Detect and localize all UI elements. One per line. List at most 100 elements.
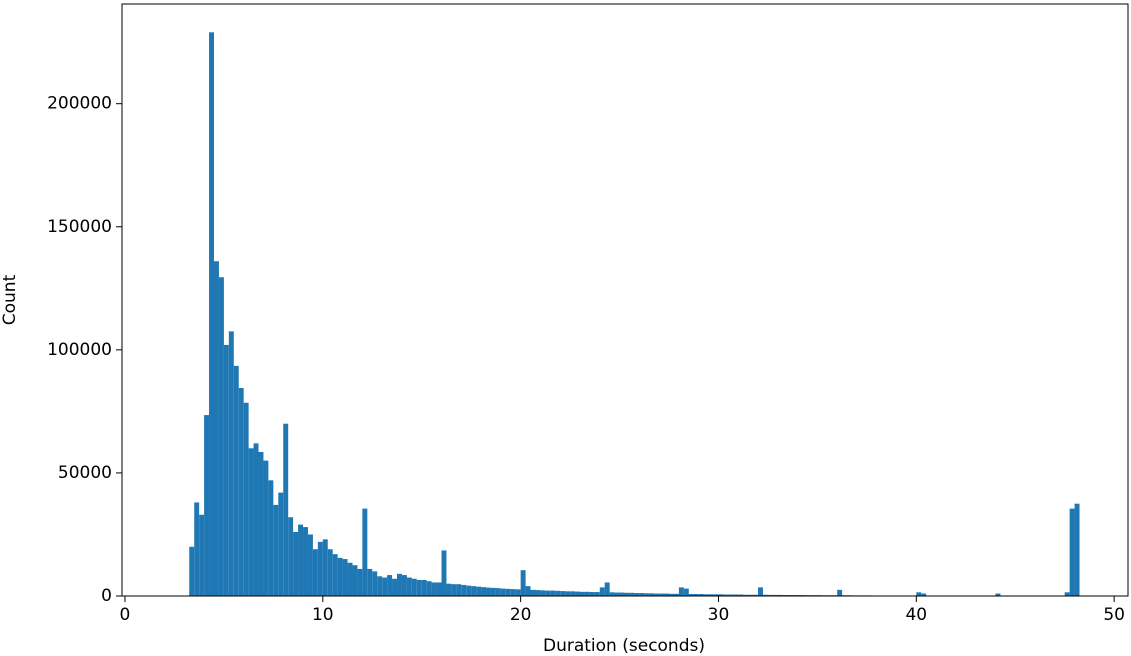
bar <box>669 593 674 596</box>
y-tick-label: 150000 <box>47 217 112 237</box>
bar <box>342 559 348 596</box>
bar <box>644 593 650 596</box>
bar <box>337 557 343 596</box>
bar <box>456 584 462 596</box>
bar <box>372 571 378 596</box>
bar <box>347 562 353 596</box>
bar <box>639 593 645 596</box>
bar <box>396 573 402 596</box>
bar <box>312 549 318 596</box>
bar <box>550 590 556 596</box>
bar <box>446 583 452 596</box>
bar <box>471 586 477 596</box>
bar <box>777 594 783 596</box>
bar <box>758 587 763 596</box>
bar <box>659 593 665 596</box>
bar <box>678 587 684 596</box>
bar <box>579 591 585 596</box>
x-tick-label: 10 <box>312 605 334 625</box>
bar <box>228 331 234 596</box>
bar <box>238 388 244 596</box>
bar <box>723 594 729 596</box>
bar <box>565 591 571 596</box>
bar <box>401 575 407 596</box>
bar <box>515 589 521 596</box>
bar <box>436 582 442 596</box>
bar <box>352 565 358 596</box>
bar <box>530 589 536 596</box>
bar <box>599 587 605 596</box>
bar <box>575 591 580 596</box>
bar <box>248 448 254 596</box>
bar <box>614 592 620 596</box>
bar <box>664 593 670 596</box>
bar <box>767 594 773 596</box>
bar <box>837 589 843 596</box>
bar <box>545 590 551 596</box>
bar <box>654 593 660 596</box>
bar <box>500 588 506 596</box>
x-tick-label: 50 <box>1103 605 1125 625</box>
bar <box>476 586 482 596</box>
y-tick-label: 100000 <box>47 340 112 360</box>
y-tick-label: 200000 <box>47 94 112 114</box>
bar <box>461 584 467 596</box>
bar <box>322 539 328 596</box>
bar <box>213 261 219 596</box>
bar <box>698 594 704 596</box>
bar <box>243 402 249 596</box>
bar <box>624 592 630 596</box>
bar <box>570 591 576 596</box>
bar <box>505 588 511 596</box>
bar <box>525 586 531 596</box>
bar <box>733 594 739 596</box>
bar <box>392 578 397 596</box>
bar <box>589 592 595 596</box>
bar <box>209 32 214 597</box>
bar <box>406 577 412 596</box>
bar <box>426 581 432 596</box>
bar <box>303 527 308 596</box>
bar <box>293 532 299 596</box>
bar <box>718 594 724 596</box>
bar <box>278 492 284 596</box>
bar <box>1069 508 1075 596</box>
bar <box>204 415 210 596</box>
bar <box>1074 503 1080 596</box>
y-tick-label: 50000 <box>58 463 112 483</box>
bar <box>317 541 323 596</box>
bar <box>673 593 679 596</box>
bar <box>743 594 749 596</box>
bar <box>411 578 417 596</box>
bar <box>584 591 590 596</box>
bar <box>921 593 927 596</box>
bar <box>713 594 719 596</box>
bar <box>382 577 388 596</box>
bar <box>520 570 526 596</box>
bar <box>387 575 393 596</box>
bar <box>283 423 289 596</box>
bar <box>189 546 195 596</box>
bar <box>362 508 368 596</box>
bar <box>728 594 734 596</box>
bar <box>619 592 625 596</box>
bar <box>693 594 699 596</box>
bar <box>683 588 689 596</box>
bar <box>604 582 610 596</box>
bar <box>332 554 338 596</box>
bar <box>490 587 496 596</box>
bar <box>540 590 546 596</box>
bar <box>510 589 516 596</box>
bar <box>377 576 383 596</box>
bar <box>218 277 224 596</box>
x-tick-label: 40 <box>905 605 927 625</box>
bar <box>367 568 373 596</box>
bar <box>273 504 279 596</box>
bar <box>708 594 714 596</box>
bar <box>307 534 313 596</box>
bar <box>594 592 600 596</box>
bar <box>738 594 744 596</box>
x-tick-label: 20 <box>510 605 532 625</box>
bar <box>327 549 333 596</box>
bar <box>609 592 615 596</box>
